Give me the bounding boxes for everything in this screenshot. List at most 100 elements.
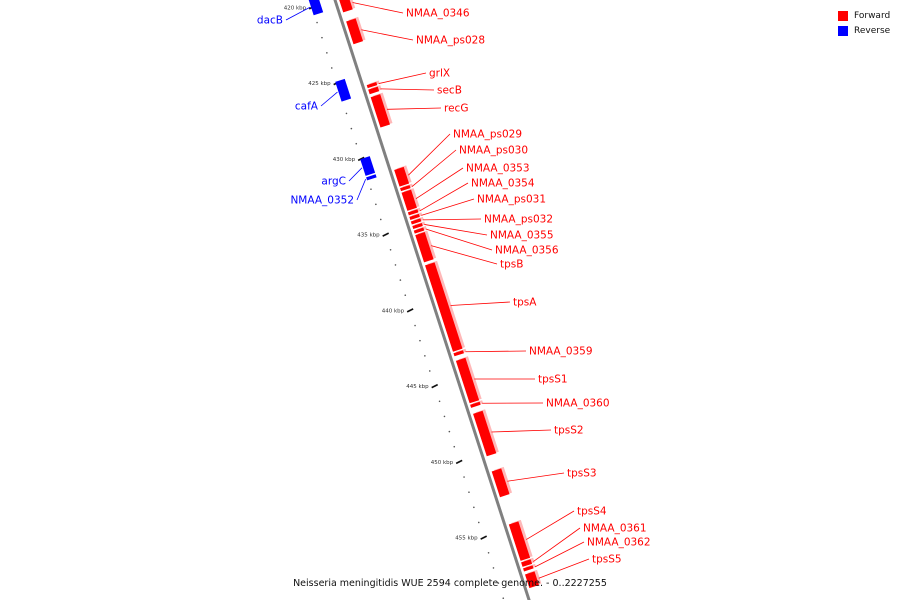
leader-line	[352, 2, 404, 14]
minor-tick	[326, 52, 328, 54]
minor-tick	[379, 218, 382, 221]
minor-tick	[473, 506, 475, 509]
leader-line	[378, 72, 427, 84]
major-tick	[357, 156, 365, 162]
gene-label: NMAA_ps028	[416, 35, 485, 47]
minor-tick	[404, 294, 407, 297]
gene-label: cafA	[295, 101, 319, 113]
feature-NMAA_0346	[339, 0, 353, 13]
gene-label: NMAA_0346	[406, 8, 470, 20]
gene-label: NMAA_ps031	[477, 194, 546, 206]
leader-line	[507, 472, 565, 482]
minor-tick	[350, 127, 353, 130]
minor-tick	[419, 339, 421, 342]
tick-label: 455 kbp	[455, 536, 478, 542]
minor-tick	[443, 415, 446, 418]
leader-line	[285, 6, 311, 21]
leader-line	[356, 179, 367, 201]
feature-tpsS1	[455, 357, 480, 404]
feature-recG	[370, 94, 390, 128]
tick-label: 420 kbp	[284, 5, 307, 11]
feature-tpsS2	[473, 410, 497, 457]
minor-tick	[497, 582, 500, 584]
feature-tpsS4	[508, 521, 531, 561]
minor-tick	[502, 597, 505, 600]
gene-label: tpsS5	[592, 554, 622, 566]
gene-label: NMAA_ps029	[453, 129, 522, 141]
feature-NMAA_0356	[413, 227, 425, 234]
minor-tick	[424, 355, 426, 357]
map-caption: Neisseria meningitidis WUE 2594 complete…	[293, 578, 607, 589]
gene-label: NMAA_0362	[587, 537, 651, 549]
feature-secB	[368, 86, 380, 95]
leader-line	[431, 245, 498, 265]
tick-label: 425 kbp	[308, 81, 331, 87]
feature-NMAA_0355	[412, 222, 423, 230]
gene-label: NMAA_0355	[490, 230, 554, 242]
leader-line	[422, 218, 482, 221]
feature-tpsS3	[491, 468, 510, 498]
tick-label: 440 kbp	[382, 308, 405, 314]
leader-line	[380, 88, 435, 91]
minor-tick	[448, 430, 451, 433]
tick-label: 435 kbp	[357, 233, 380, 239]
scale-ticks: 420 kbp 425 kbp 430 kbp 435 kbp 440 kbp 445 k…	[284, 5, 505, 600]
feature-NMAA_ps030	[400, 185, 411, 192]
feature-NMAA_0360	[470, 401, 481, 408]
gene-label: NMAA_0361	[583, 523, 647, 535]
leader-line	[424, 224, 488, 236]
feature-NMAA_ps031	[409, 213, 420, 220]
leader-line	[411, 149, 457, 187]
gene-label: NMAA_0360	[546, 398, 610, 410]
feature-cafA	[335, 78, 352, 102]
tick-label: 445 kbp	[406, 384, 429, 390]
feature-NMAA_ps029	[394, 166, 410, 187]
feature-NMAA_0362	[523, 565, 534, 572]
leader-line	[491, 429, 552, 433]
gene-label: tpsA	[513, 297, 537, 309]
gene-label: NMAA_ps032	[484, 214, 553, 226]
feature-dacB	[308, 0, 324, 16]
minor-tick	[468, 491, 470, 493]
minor-tick	[355, 142, 358, 145]
feature-NMAA_0359	[453, 350, 464, 357]
legend-item-forward: Forward	[838, 8, 890, 23]
leader-line	[425, 228, 493, 251]
minor-tick	[399, 279, 402, 281]
gene-label: dacB	[257, 15, 283, 27]
gene-label: NMAA_0359	[529, 346, 593, 358]
gene-label: tpsB	[500, 259, 523, 271]
gene-features	[308, 0, 542, 589]
leader-line	[408, 133, 451, 176]
leader-line	[361, 29, 414, 41]
feature-tpsB	[415, 232, 434, 263]
minor-tick	[492, 567, 495, 569]
leader-line	[387, 107, 442, 110]
minor-tick	[438, 400, 441, 403]
major-tick	[431, 383, 439, 389]
feature-tpsA	[425, 262, 463, 352]
leader-line	[534, 541, 585, 568]
gene-label: tpsS4	[577, 506, 607, 518]
feature-NMAA_0361	[521, 559, 533, 567]
feature-tpsS5	[525, 571, 539, 589]
gene-labels: NMAA_0346 NMAA_ps028 grlX secB recG NMAA_ps02…	[257, 2, 651, 579]
leader-line	[526, 510, 575, 540]
minor-tick	[428, 370, 431, 372]
leader-line	[348, 167, 363, 182]
feature-NMAA_0352	[366, 174, 377, 181]
leader-line	[415, 167, 464, 200]
leader-line	[320, 91, 338, 107]
tick-label: 450 kbp	[431, 460, 454, 466]
major-tick	[406, 308, 414, 313]
gene-label: tpsS1	[538, 374, 568, 386]
legend-item-reverse: Reverse	[838, 23, 890, 38]
legend-label-reverse: Reverse	[854, 25, 891, 36]
gene-label: recG	[444, 103, 468, 115]
feature-NMAA_0353	[401, 189, 417, 211]
legend-label-forward: Forward	[854, 10, 891, 21]
forward-swatch	[838, 10, 848, 21]
minor-tick	[477, 521, 480, 524]
minor-tick	[389, 248, 392, 251]
